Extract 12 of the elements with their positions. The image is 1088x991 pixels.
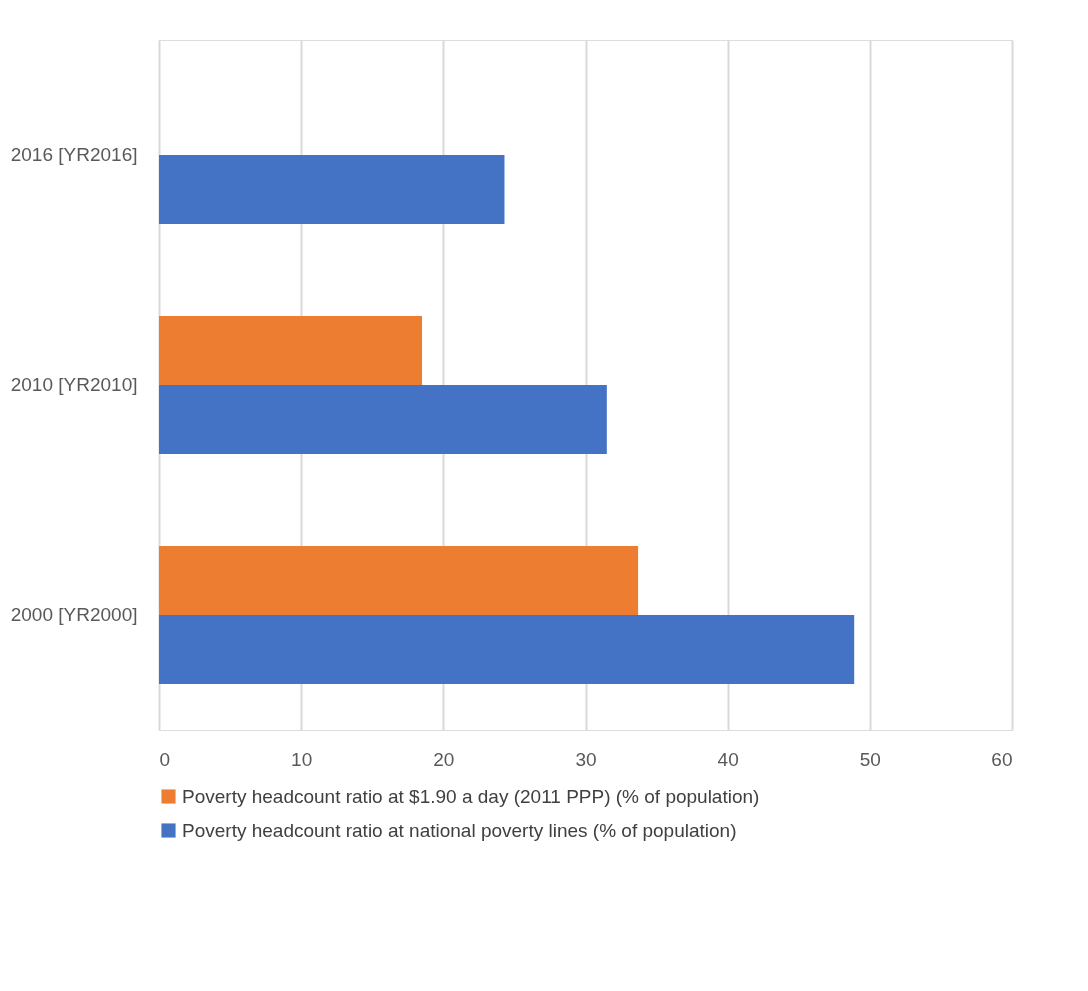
x-tick-label: 50 [859,748,881,770]
x-tick-label: 10 [291,748,313,770]
x-tick-label: 0 [159,748,171,770]
x-tick-label: 30 [575,748,597,770]
x-tick-label: 40 [717,748,739,770]
legend-label: Poverty headcount ratio at $1.90 a day (2011 PPP) (% of population) [182,785,760,807]
y-tick-label: 2010 [YR2010] [10,374,138,395]
legend-label: Poverty headcount ratio at national poverty lines (% of population) [182,819,737,841]
y-tick-label: 2016 [YR2016] [10,144,138,165]
y-tick-label: 2000 [YR2000] [10,604,138,625]
x-tick-label: 60 [991,748,1013,770]
x-tick-label: 20 [433,748,455,770]
